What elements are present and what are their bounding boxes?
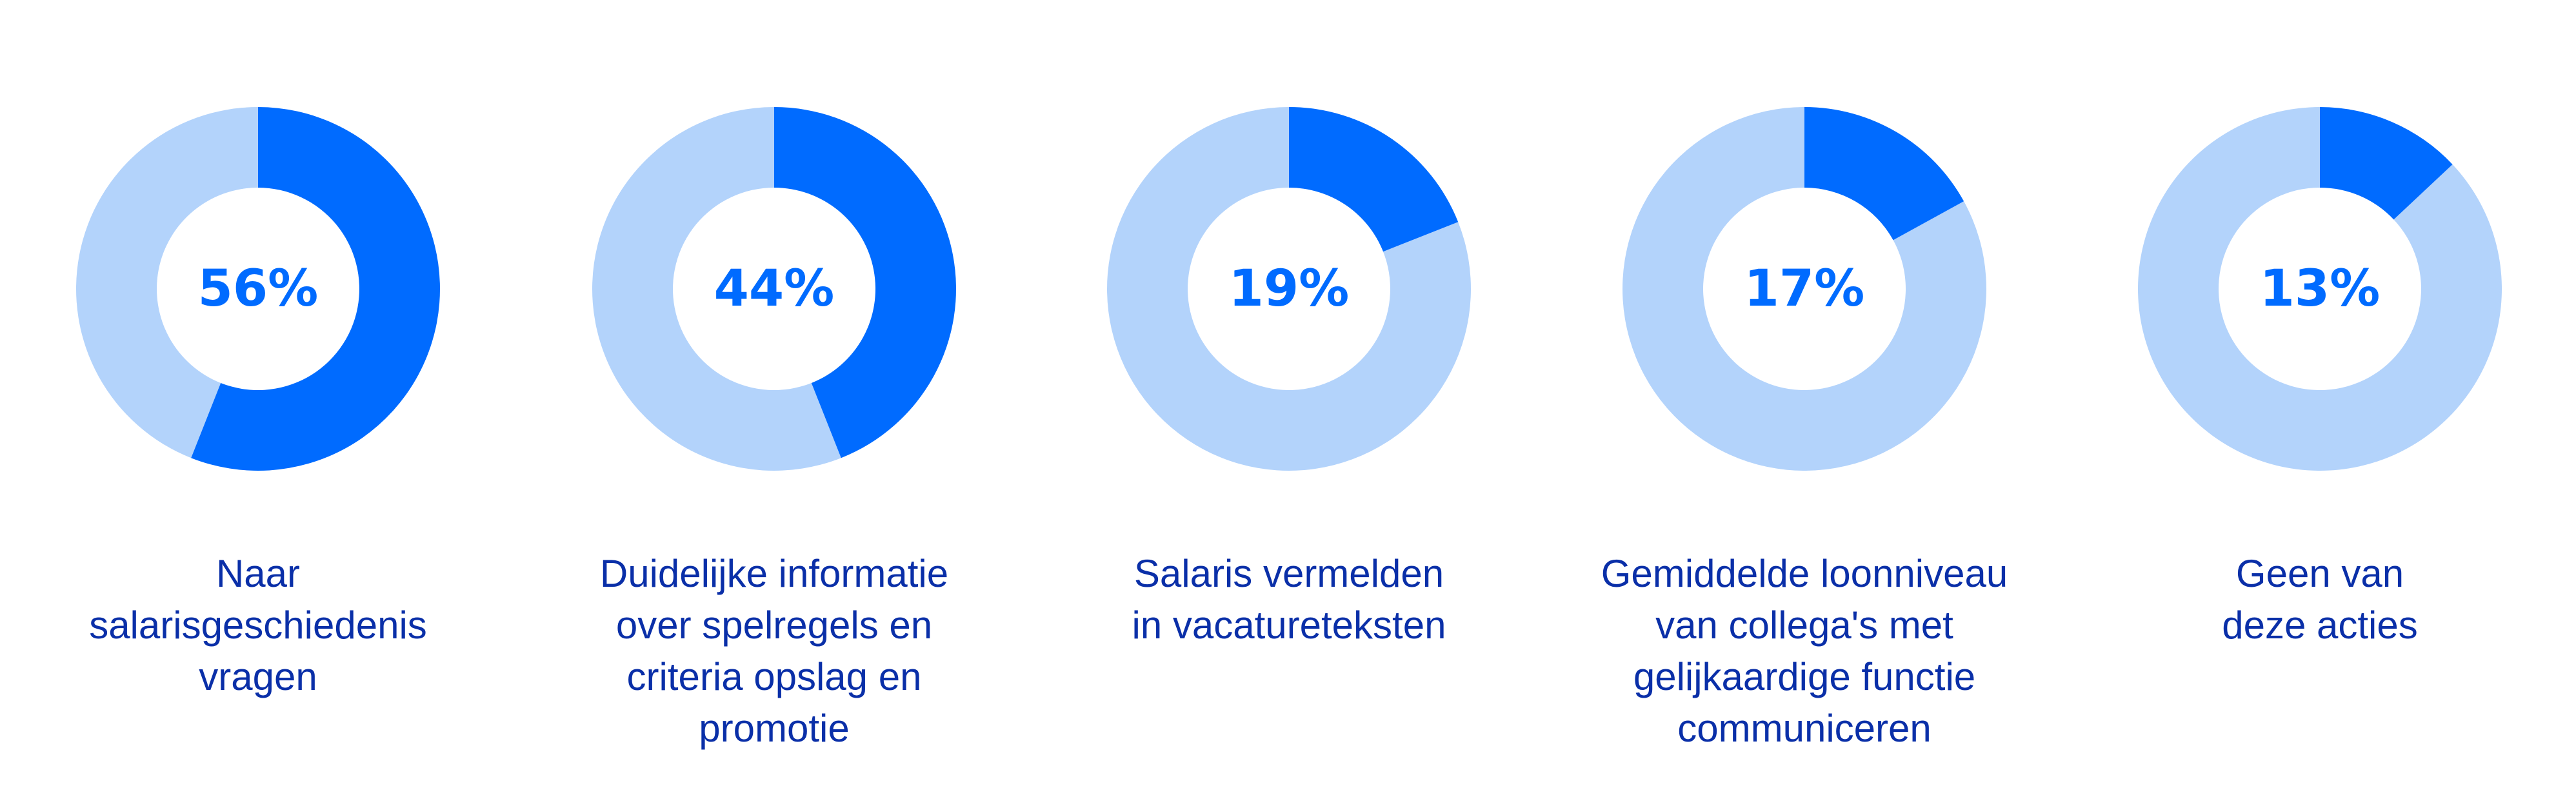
- label-line: Naar: [215, 552, 301, 595]
- donut-category-label: Geen van deze acties: [2062, 548, 2576, 651]
- label-line: criteria opslag en: [626, 655, 922, 698]
- donut-svg: 13%: [2138, 107, 2502, 471]
- donut-percentage-label: 17%: [1744, 260, 1865, 318]
- label-line: in vacatureteksten: [1132, 604, 1446, 647]
- donut-svg: 19%: [1107, 107, 1471, 471]
- label-line: Duidelijke informatie: [599, 552, 949, 595]
- donut-slice-remaining: [1107, 107, 1471, 471]
- donut-chart-1: 56% Naar salarisgeschiedenis vragen: [0, 0, 516, 806]
- donut-slice-value: [774, 107, 956, 458]
- donut-percentage-label: 56%: [198, 260, 319, 318]
- donut-slice-value: [1804, 107, 1964, 241]
- label-line: communiceren: [1677, 707, 1932, 750]
- label-line: promotie: [699, 707, 850, 750]
- donut-slice-remaining: [1622, 107, 1986, 471]
- donut-percentage-label: 44%: [714, 260, 835, 318]
- donut-chart-3: 19% Salaris vermelden in vacatureteksten: [1031, 0, 1547, 806]
- donut-slice-remaining: [76, 107, 259, 458]
- donut-svg: 56%: [76, 107, 441, 471]
- donut-slice-value: [2320, 107, 2453, 220]
- label-line: vragen: [199, 655, 317, 698]
- label-line: deze acties: [2222, 604, 2418, 647]
- donut-category-label: Gemiddelde loonniveau van collega's met ge…: [1546, 548, 2062, 754]
- label-line: salarisgeschiedenis: [89, 604, 427, 647]
- donut-percentage-label: 19%: [1229, 260, 1350, 318]
- donut-category-label: Naar salarisgeschiedenis vragen: [0, 548, 516, 703]
- donut-chart-5: 13% Geen van deze acties: [2062, 0, 2576, 806]
- donut-chart-4: 17% Gemiddelde loonniveau van collega's me…: [1546, 0, 2062, 806]
- label-line: gelijkaardige functie: [1633, 655, 1976, 698]
- label-line: Gemiddelde loonniveau: [1601, 552, 2008, 595]
- donut-slice-value: [191, 107, 441, 471]
- donut-category-label: Duidelijke informatie over spelregels en c…: [516, 548, 1032, 754]
- donut-svg: 17%: [1622, 107, 1986, 471]
- donut-svg: 44%: [592, 107, 956, 471]
- donut-slice-value: [1289, 107, 1459, 252]
- label-line: over spelregels en: [615, 604, 933, 647]
- donut-percentage-label: 13%: [2260, 260, 2381, 318]
- donut-slice-remaining: [592, 107, 841, 471]
- donut-chart-2: 44% Duidelijke informatie over spelregels …: [516, 0, 1032, 806]
- label-line: van collega's met: [1655, 604, 1953, 647]
- donut-slice-remaining: [2138, 107, 2502, 471]
- donut-category-label: Salaris vermelden in vacatureteksten: [1031, 548, 1547, 651]
- label-line: Salaris vermelden: [1133, 552, 1444, 595]
- label-line: Geen van: [2235, 552, 2404, 595]
